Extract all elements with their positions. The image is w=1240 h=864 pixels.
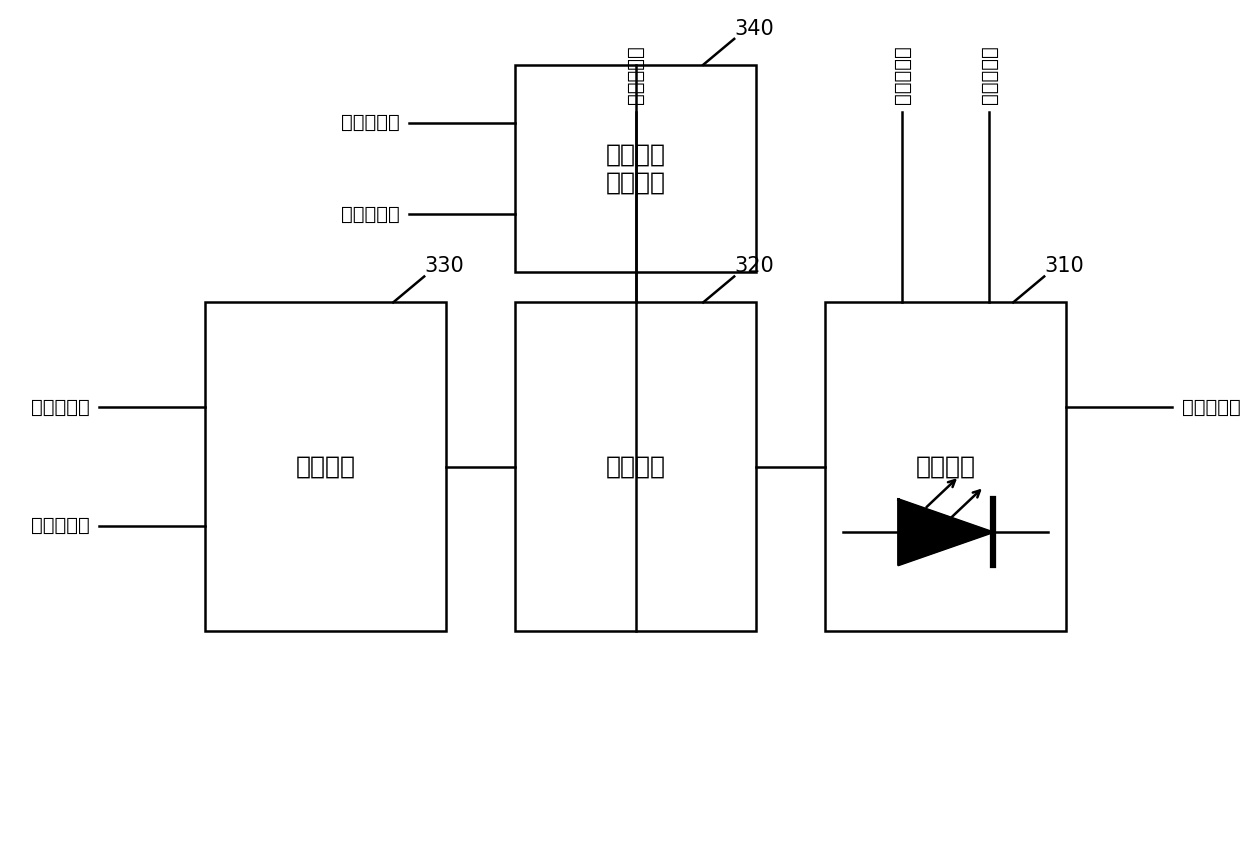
Polygon shape [898,499,993,565]
Text: 第三控制端: 第三控制端 [31,516,89,535]
Text: 数据信号
输入单元: 数据信号 输入单元 [605,143,666,194]
Text: 第五控制端: 第五控制端 [626,45,645,104]
Bar [205,302,446,631]
Text: 第四控制端: 第四控制端 [341,205,399,224]
Text: 发光单元: 发光单元 [915,454,976,479]
Text: 重置单元: 重置单元 [295,454,356,479]
Bar [515,302,756,631]
Text: 编码单元: 编码单元 [605,454,666,479]
Text: 320: 320 [734,257,774,276]
Text: 第一输入端: 第一输入端 [31,398,89,417]
Text: 第三输入端: 第三输入端 [1182,398,1240,417]
Text: 第一控制端: 第一控制端 [893,45,911,104]
Text: 第二输入端: 第二输入端 [341,113,399,132]
Text: 340: 340 [734,19,774,39]
Text: 310: 310 [1044,257,1084,276]
Bar [515,65,756,272]
Bar [825,302,1066,631]
Text: 第二控制端: 第二控制端 [980,45,998,104]
Text: 330: 330 [424,257,464,276]
